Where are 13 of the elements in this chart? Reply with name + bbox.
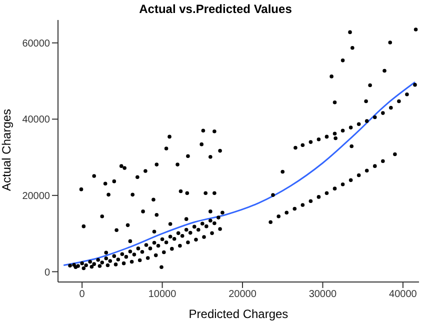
line-series	[62, 81, 416, 266]
x-tick-label: 40000	[389, 289, 418, 300]
x-tick-label: 30000	[308, 289, 338, 300]
x-tick-label: 20000	[228, 289, 257, 300]
x-tick-label: 0	[79, 289, 86, 300]
y-axis-title: Actual Charges	[0, 108, 14, 191]
y-tick-label: 20000	[22, 190, 50, 202]
x-axis-title: Predicted Charges	[188, 307, 288, 321]
y-tick-label: 40000	[22, 114, 50, 126]
x-tick-label: 10000	[148, 289, 177, 300]
y-tick-label: 0	[44, 267, 50, 278]
chart-title: Actual vs.Predicted Values	[138, 2, 293, 18]
y-tick-label: 60000	[22, 38, 50, 50]
